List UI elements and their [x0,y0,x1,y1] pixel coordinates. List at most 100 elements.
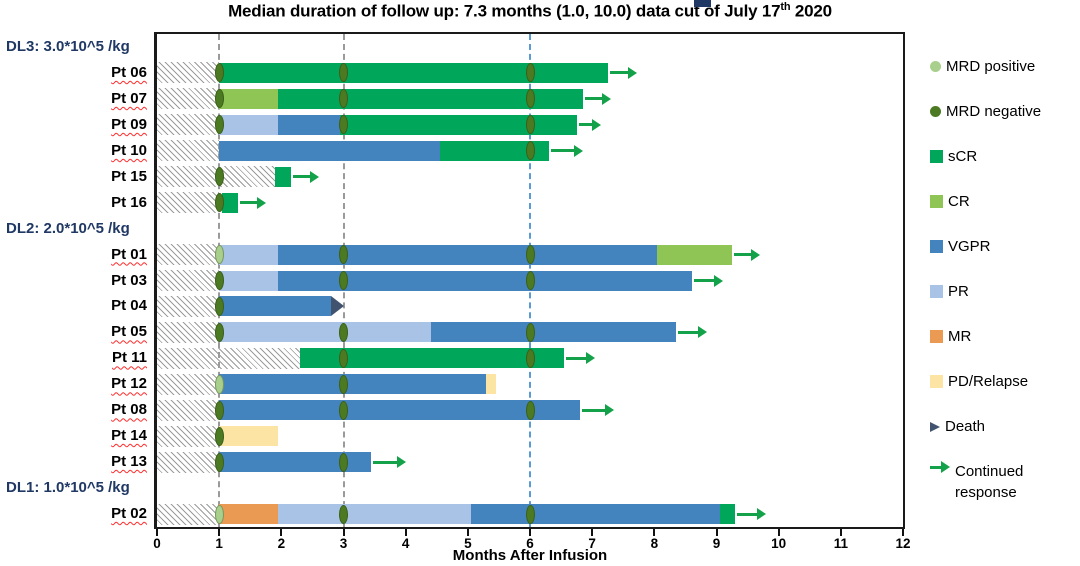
legend-label-vgpr: VGPR [948,238,991,255]
x-tick-mark [839,529,842,536]
mrd-negative-marker [339,400,348,420]
mrd-negative-marker [214,400,224,420]
dose-group-label: DL2: 2.0*10^5 /kg [6,219,130,237]
chart-title-main: Median duration of follow up: 7.3 months… [228,1,781,21]
arrow-head [601,92,611,105]
patient-label: Pt 09 [111,115,147,133]
arrow-shaft [693,279,714,282]
mrd-negative-marker [214,426,224,446]
mrd-negative-marker [525,245,535,265]
arrow-head [396,456,406,469]
x-tick-mark [218,529,221,536]
patient-label: Pt 16 [111,193,147,211]
x-tick-mark [591,529,594,536]
x-tick-mark [902,529,904,536]
arrow-shaft [678,330,699,334]
legend-label-death: Death [945,418,986,435]
mrd-negative-marker [339,271,348,290]
arrow-shaft [566,356,587,360]
patient-label: Pt 11 [111,349,147,367]
arrow-head [256,196,266,209]
mrd-negative-marker [339,63,348,83]
response-segment-pr [278,504,471,525]
response-segment-vgpr [219,400,580,421]
pre-infusion-hatch [157,399,220,421]
arrow-shaft [930,465,942,469]
legend-label-mr: MR [948,328,972,345]
vgpr-icon [930,240,943,253]
continued-response-arrow [734,248,760,261]
legend-label-pr: PR [948,283,969,300]
response-segment-vgpr [278,270,692,291]
continued-response-arrow [239,196,266,209]
x-tick-label: 0 [153,536,161,551]
continued-response-arrow [292,170,319,183]
legend-label-mrd-positive: MRD positive [946,58,1036,75]
x-tick-mark [280,529,283,536]
x-tick-label: 8 [650,536,659,551]
continued-response-arrow [581,404,614,417]
legend-item-vgpr: VGPR [930,224,1080,269]
continued-response-arrow [609,66,637,79]
mrd-positive-marker [214,374,224,394]
arrow-head [751,248,760,261]
x-tick-mark [715,529,718,536]
arrow-head [698,326,708,339]
arrow-shaft [578,123,593,127]
legend-item-death: Death [930,404,1080,449]
mrd-negative-marker [214,296,224,316]
pre-infusion-hatch [157,114,220,136]
pre-infusion-hatch [157,244,220,266]
patient-label: Pt 03 [111,271,147,289]
arrow-head [592,118,602,131]
arrow-shaft [292,175,310,179]
mrd-negative-marker [214,63,224,83]
dose-group-label: DL3: 3.0*10^5 /kg [6,38,130,55]
response-segment-pd-relapse [486,374,496,395]
mrd-negative-marker [525,504,535,524]
mrd-negative-marker [525,115,535,135]
patient-label: Pt 10 [111,141,147,159]
pre-infusion-hatch [157,270,220,291]
x-tick-label: 7 [588,536,596,551]
swimmer-lanes [157,34,903,527]
pr-icon [930,285,943,298]
response-segment-scr [219,62,608,83]
arrow-head [941,461,950,473]
pre-infusion-hatch [157,192,220,214]
mrd-negative-marker [214,89,224,109]
response-segment-pd-relapse [219,426,279,447]
response-segment-vgpr [278,114,341,135]
continued-response-arrow [578,118,602,131]
response-segment-pr [219,114,279,135]
arrow-head [627,66,637,79]
patient-label: Pt 15 [111,167,147,185]
response-segment-scr [278,88,583,109]
legend-item-pr: PR [930,269,1080,314]
x-tick-label: 12 [895,536,911,551]
response-segment-pr [219,244,279,265]
patient-label: Pt 07 [111,89,147,107]
mrd-negative-marker [525,348,535,368]
arrow-shaft [737,512,758,516]
pre-infusion-hatch [157,295,220,317]
mrd-negative-marker [214,322,224,342]
x-tick-mark [342,529,345,536]
arrow-head [604,404,614,417]
mrd-negative-icon [930,106,941,117]
legend-item-continued-response: Continued response [930,449,1080,503]
mrd-negative-marker [525,63,535,83]
pre-infusion-hatch [157,62,220,84]
response-segment-scr [340,114,577,135]
legend-label-pd-relapse: PD/Relapse [948,373,1029,390]
mrd-negative-marker [525,271,535,290]
plot-area [154,32,905,529]
response-segment-mr [219,504,279,525]
x-axis-title: Months After Infusion [452,547,608,564]
arrow-shaft [584,97,602,101]
continued-response-arrow [373,456,406,469]
legend-label-scr: sCR [948,148,978,165]
x-tick-mark [529,529,531,536]
continued-response-icon [930,461,950,473]
